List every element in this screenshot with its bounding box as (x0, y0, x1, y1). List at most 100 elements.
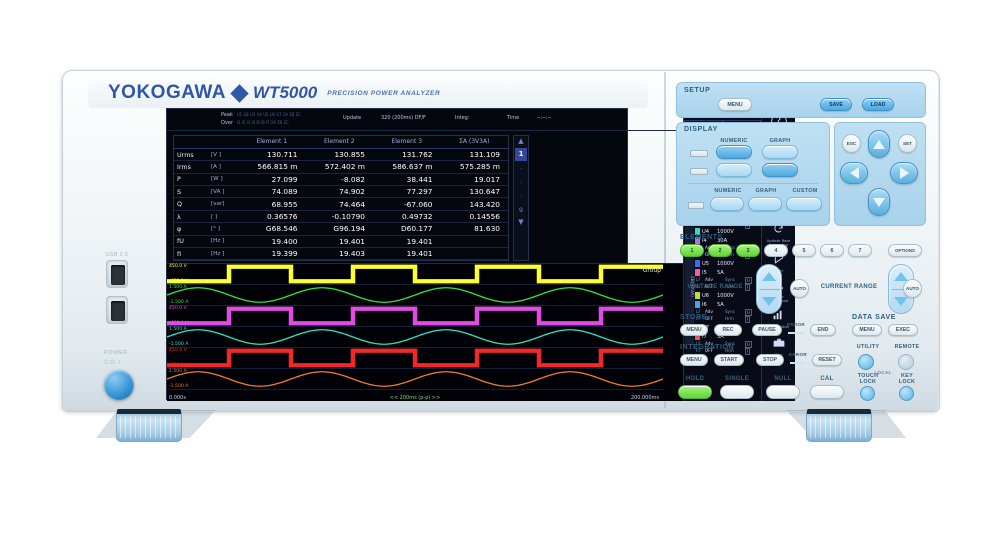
page-down-icon[interactable]: ▼ (514, 217, 528, 228)
table-cell: 0.14556 (441, 210, 509, 222)
touch-lock-button[interactable] (860, 386, 875, 401)
waveform-lane[interactable]: 1.500 A-1.500 A (167, 285, 663, 306)
voltage-auto-button[interactable]: AUTO (790, 279, 809, 298)
nav-left-button[interactable] (840, 162, 868, 184)
display-numeric-button-1[interactable] (716, 145, 752, 159)
display-graph-button-3[interactable] (748, 197, 782, 211)
page-dot-3[interactable]: · (514, 190, 528, 204)
time-axis: 0.000s << 200ms (p-p) >> 200.000ms (167, 391, 663, 401)
table-row[interactable]: Urms[V ]130.711130.855131.762131.109 (174, 148, 508, 160)
store-rec-button[interactable]: REC (714, 324, 742, 336)
table-row[interactable]: Q[var]68.95574.464-67.060143.420 (174, 198, 508, 210)
nav-right-button[interactable] (890, 162, 918, 184)
integration-error-label: ERROR (786, 352, 810, 357)
page-up-icon[interactable]: ▲ (514, 136, 528, 147)
voltage-range-stepper[interactable] (756, 264, 782, 314)
nav-up-button[interactable] (868, 130, 890, 158)
display-graph-button-1[interactable] (762, 145, 798, 159)
current-down-icon[interactable] (894, 297, 908, 306)
cal-button[interactable] (810, 385, 844, 399)
table-row[interactable]: λ[ ]0.36576-0.107900.497320.14556 (174, 210, 508, 222)
element-button-4[interactable]: 4 (764, 244, 788, 257)
voltage-down-icon[interactable] (762, 297, 776, 306)
remote-button[interactable] (898, 354, 914, 370)
table-row[interactable]: S[VA ]74.08974.90277.297130.647 (174, 186, 508, 198)
status-chip: U5 (263, 111, 268, 119)
integration-menu-button[interactable]: MENU (680, 354, 708, 366)
time-label: Time (507, 115, 519, 121)
page-last[interactable]: 9 (514, 204, 528, 217)
element-button-2[interactable]: 2 (708, 244, 732, 257)
waveform-lane[interactable]: 450.0 V-450.0 V (167, 306, 663, 327)
element-button-6[interactable]: 6 (820, 244, 844, 257)
single-button[interactable] (720, 385, 754, 399)
setup-save-button[interactable]: SAVE (820, 98, 852, 111)
waveform-group-label: Group (643, 267, 661, 274)
table-cell: λ (174, 210, 208, 222)
lcd-screen[interactable]: Peak U1U2U3U4U5U6U7ΣAΣBΣC Over I1I2I3I4I… (167, 109, 627, 399)
waveform-lane[interactable]: 450.0 V-450.0 V (167, 264, 663, 285)
table-cell: 0.36576 (238, 210, 306, 222)
waveform-lane[interactable]: 1.500 A-1.500 A (167, 369, 663, 390)
integration-stop-button[interactable]: STOP (756, 354, 784, 366)
integration-start-button[interactable]: START (714, 354, 744, 366)
voltage-up-icon[interactable] (762, 272, 776, 281)
lane-trace (167, 327, 663, 347)
power-button[interactable] (104, 370, 134, 400)
current-auto-button[interactable]: AUTO (903, 279, 922, 298)
table-row[interactable]: fI[Hz ]19.39919.40319.401 (174, 248, 508, 260)
status-chip: ΣC (296, 111, 301, 119)
table-cell: [Hz ] (208, 235, 238, 247)
measurement-table[interactable]: Element 1Element 2Element 3ΣA (3V3A) Urm… (173, 135, 509, 261)
model-name: WT5000 (253, 83, 317, 103)
foot-right (806, 412, 872, 442)
voltage-range-label: VOLTAGE RANGE (678, 284, 752, 290)
display-graph-button-2[interactable] (762, 163, 798, 177)
lane-axis-high: 1.500 A (169, 369, 187, 374)
element-button-3[interactable]: 3 (736, 244, 760, 257)
hold-button[interactable] (678, 385, 712, 399)
page-dot-1[interactable]: · (514, 162, 528, 176)
display-numeric-button-2[interactable] (716, 163, 752, 177)
page-selector[interactable]: ▲ 1 · · · 9 ▼ (513, 135, 529, 261)
elements-options-button[interactable]: OPTIONS (888, 244, 922, 257)
set-button[interactable]: SET (898, 134, 917, 153)
table-cell: P (174, 173, 208, 185)
setup-menu-button[interactable]: MENU (718, 98, 752, 111)
current-up-icon[interactable] (894, 272, 908, 281)
table-row[interactable]: φ[° ]G68.546G96.194D60.17781.630 (174, 223, 508, 235)
store-pause-button[interactable]: PAUSE (752, 324, 782, 336)
status-chip: ΣC (284, 119, 289, 127)
nav-down-button[interactable] (868, 188, 890, 216)
store-menu-button[interactable]: MENU (680, 324, 708, 336)
element-button-5[interactable]: 5 (792, 244, 816, 257)
waveform-lane[interactable]: 1.500 A-1.500 A (167, 327, 663, 348)
waveform-lane[interactable]: 450.0 V-450.0 V (167, 348, 663, 369)
data-save-exec-button[interactable]: EXEC (888, 324, 918, 336)
setup-load-button[interactable]: LOAD (862, 98, 894, 111)
display-numeric-button-3[interactable] (710, 197, 744, 211)
integration-reset-button[interactable]: RESET (812, 354, 842, 366)
table-row[interactable]: fU[Hz ]19.40019.40119.401 (174, 235, 508, 247)
remote-label: REMOTE (888, 344, 926, 350)
integ-block: Integ: (455, 115, 470, 121)
data-save-menu-button[interactable]: MENU (852, 324, 882, 336)
table-col-header: Element 3 (373, 136, 441, 148)
page-dot-2[interactable]: · (514, 176, 528, 190)
utility-button[interactable] (858, 354, 874, 370)
waveform-area[interactable]: Group 450.0 V-450.0 V1.500 A-1.500 A450.… (167, 263, 683, 401)
usb-port-1[interactable] (106, 260, 128, 288)
element-button-1[interactable]: 1 (680, 244, 704, 257)
null-button[interactable] (766, 385, 800, 399)
table-cell: D60.177 (373, 223, 441, 235)
store-end-button[interactable]: END (810, 324, 836, 336)
element-button-7[interactable]: 7 (848, 244, 872, 257)
table-row[interactable]: Irms[A ]566.815 m572.402 m586.637 m575.2… (174, 161, 508, 173)
esc-button[interactable]: ESC (842, 134, 861, 153)
key-lock-button[interactable] (899, 386, 914, 401)
table-row[interactable]: P[W ]27.099-8.08238.44119.017 (174, 173, 508, 185)
usb-port-2[interactable] (106, 296, 128, 324)
page-current[interactable]: 1 (515, 148, 527, 161)
status-chip: ΣA (283, 111, 288, 119)
display-custom-button[interactable] (786, 197, 822, 211)
